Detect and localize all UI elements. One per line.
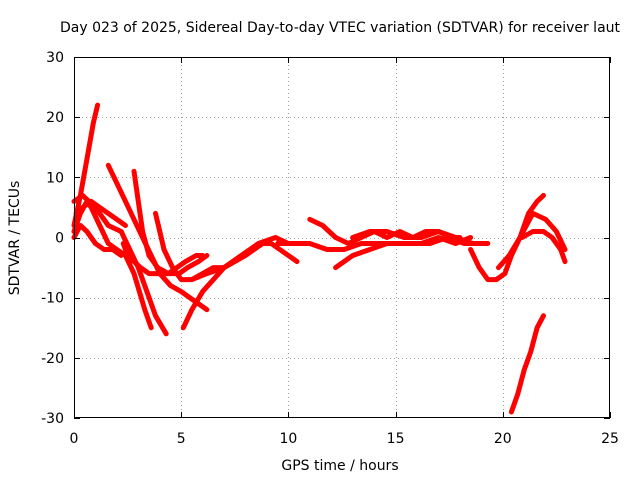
series-arc-2 xyxy=(71,192,169,337)
x-tick-label: 25 xyxy=(601,431,619,447)
series-arc-1 xyxy=(71,102,101,228)
series-arc-17 xyxy=(496,210,568,271)
y-tick-label: 30 xyxy=(46,50,64,66)
series-arc-16 xyxy=(468,192,546,283)
y-tick-label: -20 xyxy=(41,351,64,367)
y-tick-label: 10 xyxy=(46,170,64,186)
series-arc-5 xyxy=(71,223,124,258)
y-tick-label: -30 xyxy=(41,411,64,427)
x-tick-label: 20 xyxy=(494,431,512,447)
x-tick-label: 5 xyxy=(177,431,186,447)
plot-frame xyxy=(74,57,610,418)
y-tick-label: 0 xyxy=(55,231,64,247)
series-arc-18 xyxy=(519,229,568,265)
x-tick-label: 10 xyxy=(279,431,297,447)
series-arc-11 xyxy=(189,235,291,283)
x-tick-label: 0 xyxy=(70,431,79,447)
grid xyxy=(74,57,610,418)
y-tick-label: 20 xyxy=(46,110,64,126)
series-layer xyxy=(71,102,568,415)
series-arc-14 xyxy=(333,235,474,271)
chart-title: Day 023 of 2025, Sidereal Day-to-day VTE… xyxy=(60,20,621,36)
series-arc-19 xyxy=(508,313,546,415)
series-arc-4 xyxy=(73,198,128,228)
y-axis-title: SDTVAR / TECUs xyxy=(7,181,23,296)
series-arc-7 xyxy=(131,168,210,277)
y-tick-label: -10 xyxy=(41,291,64,307)
series-arc-15 xyxy=(350,229,491,246)
series-arc-9 xyxy=(120,241,206,277)
x-tick-label: 15 xyxy=(387,431,405,447)
series-arc-8 xyxy=(153,210,227,283)
x-axis-title: GPS time / hours xyxy=(281,458,398,474)
